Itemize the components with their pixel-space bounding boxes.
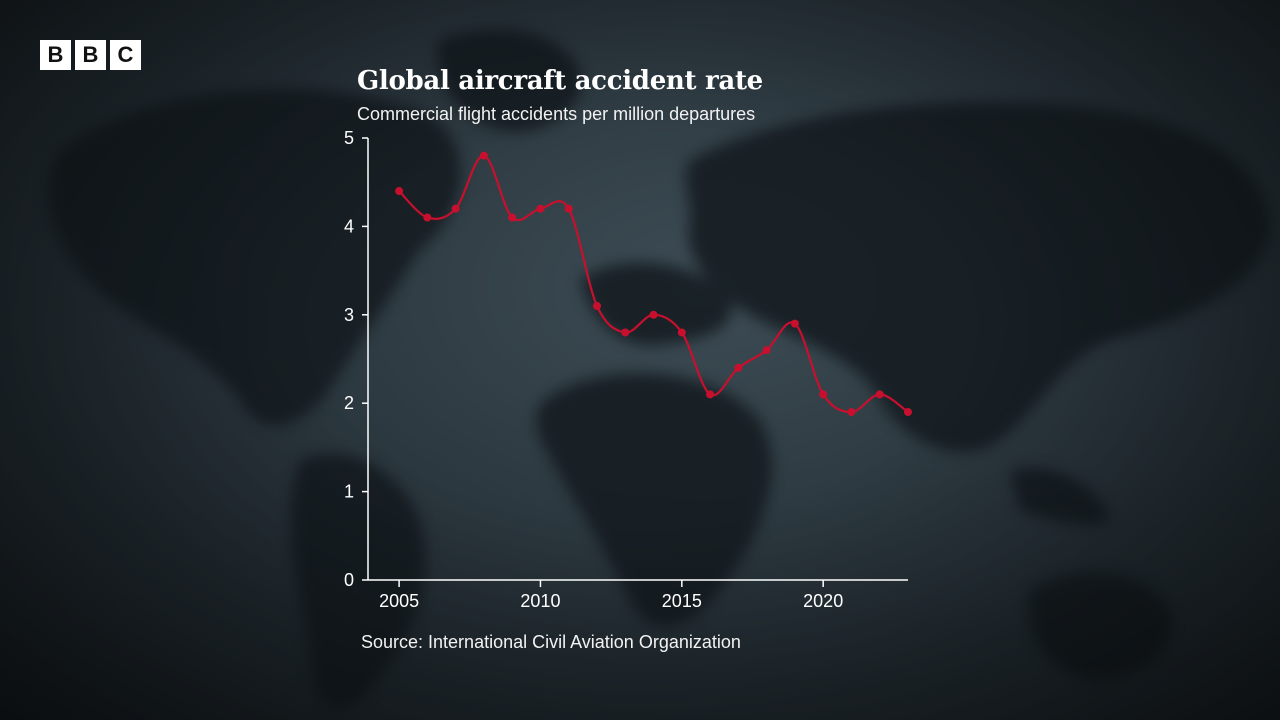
data-point	[395, 187, 404, 196]
data-series	[395, 151, 912, 417]
tick-labels: 0 1 2 3 4 5 2005 2010 2015 2020	[344, 128, 843, 611]
data-point	[649, 310, 658, 319]
y-tick-label: 3	[344, 305, 354, 325]
bbc-logo-block: B	[40, 40, 71, 70]
data-point	[564, 204, 573, 213]
chart-source: Source: International Civil Aviation Org…	[361, 632, 741, 652]
data-point	[621, 328, 630, 337]
series-line	[398, 154, 909, 414]
y-tick-label: 0	[344, 570, 354, 590]
data-point	[762, 346, 771, 355]
data-point	[819, 390, 828, 399]
data-point	[508, 213, 517, 222]
data-point	[677, 328, 686, 337]
chart-title: Global aircraft accident rate	[357, 66, 763, 96]
data-point	[423, 213, 432, 222]
data-point	[593, 301, 602, 310]
data-point	[536, 204, 545, 213]
data-point	[479, 151, 488, 160]
data-point	[790, 319, 799, 328]
y-tick-label: 4	[344, 216, 354, 236]
y-tick-label: 2	[344, 393, 354, 413]
data-point	[875, 390, 884, 399]
data-point	[451, 204, 460, 213]
y-tick-label: 1	[344, 482, 354, 502]
chart-axes	[367, 138, 908, 581]
data-point	[847, 408, 856, 417]
x-tick-label: 2005	[379, 591, 419, 611]
data-point	[706, 390, 715, 399]
chart-subtitle: Commercial flight accidents per million …	[357, 104, 756, 124]
data-point	[904, 408, 912, 417]
x-tick-label: 2020	[803, 591, 843, 611]
y-tick-label: 5	[344, 128, 354, 148]
bbc-logo-block: B	[75, 40, 106, 70]
x-tick-label: 2010	[520, 591, 560, 611]
data-point	[734, 363, 743, 372]
bbc-logo: B B C	[40, 40, 141, 70]
x-tick-label: 2015	[662, 591, 702, 611]
bbc-logo-block: C	[110, 40, 141, 70]
